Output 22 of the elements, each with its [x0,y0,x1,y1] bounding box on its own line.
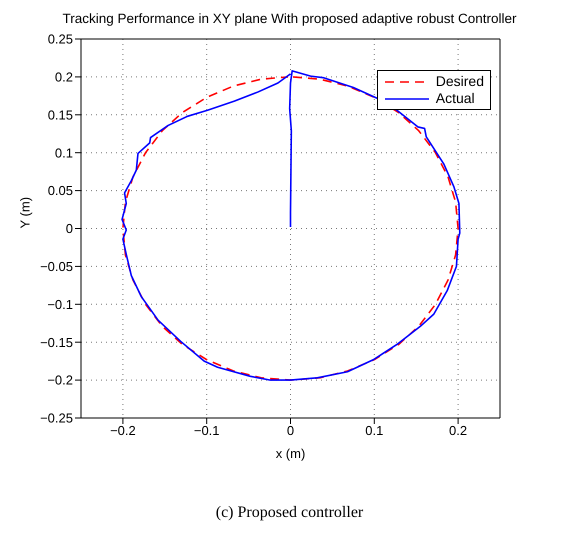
x-axis-title: x (m) [276,446,306,461]
y-tick-label: 0.05 [48,183,73,198]
y-tick-label: −0.1 [47,296,73,312]
y-tick-label: −0.15 [40,334,73,350]
y-tick-label: 0 [66,221,73,236]
x-tick-label: −0.2 [110,423,136,438]
y-tick-label: −0.2 [47,372,73,388]
text: (c) Proposed controller [214,504,364,522]
y-tick-label: 0.15 [48,107,73,122]
x-tick-label: 0.2 [449,423,468,438]
chart-title: Tracking Performance in XY plane With proposed adaptive robust Controller [62,10,518,28]
y-axis-title: Y (m) [18,196,33,228]
y-tick-label: 0.25 [48,32,73,47]
legend-label: Desired [436,73,484,90]
y-tick-label: −0.25 [40,410,73,426]
x-tick-label: 0 [286,423,294,438]
x-tick-label: 0.1 [365,423,384,438]
legend-label: Actual [436,90,475,107]
y-tick-label: 0.1 [54,145,73,160]
y-tick-label: −0.05 [40,259,73,274]
y-tick-label: 0.2 [54,70,73,85]
x-tick-label: −0.1 [194,423,220,438]
